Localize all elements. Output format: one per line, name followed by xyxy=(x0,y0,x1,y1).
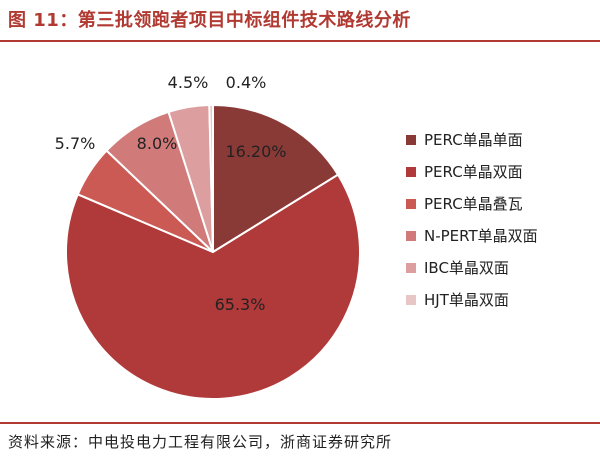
legend-item: N-PERT单晶双面 xyxy=(406,225,538,246)
pie-slice xyxy=(65,173,361,400)
legend-label: PERC单晶双面 xyxy=(424,163,523,181)
source-note: 资料来源：中电投电力工程有限公司，浙商证券研究所 xyxy=(8,433,393,451)
legend-item: PERC单晶单面 xyxy=(406,129,523,150)
pie-slice xyxy=(212,103,340,254)
pie-chart: 16.20% 65.3% 5.7% 8.0% 4.5% 0.4% xyxy=(55,73,361,400)
legend-swatch xyxy=(406,198,416,209)
source-divider xyxy=(0,422,600,424)
legend-swatch xyxy=(406,134,416,145)
legend-swatch xyxy=(406,294,416,305)
slice-label: 65.3% xyxy=(215,295,266,314)
legend-label: HJT单晶双面 xyxy=(424,291,509,309)
slice-label: 8.0% xyxy=(137,134,178,153)
legend-swatch xyxy=(406,262,416,273)
slice-label: 5.7% xyxy=(55,134,96,153)
legend-label: PERC单晶单面 xyxy=(424,131,523,149)
slice-label: 4.5% xyxy=(168,73,209,92)
pie-slice xyxy=(208,103,214,253)
legend-item: PERC单晶双面 xyxy=(406,161,523,182)
legend-item: HJT单晶双面 xyxy=(406,289,509,310)
slice-label: 0.4% xyxy=(226,73,267,92)
legend-label: IBC单晶双面 xyxy=(424,259,509,277)
legend-swatch xyxy=(406,166,416,177)
legend-item: IBC单晶双面 xyxy=(406,257,509,278)
title-divider xyxy=(0,40,600,42)
slice-label: 16.20% xyxy=(225,142,286,161)
legend-swatch xyxy=(406,230,416,241)
legend-label: PERC单晶叠瓦 xyxy=(424,195,523,213)
legend-item: PERC单晶叠瓦 xyxy=(406,193,523,214)
legend-label: N-PERT单晶双面 xyxy=(424,227,538,245)
chart-title: 图 11：第三批领跑者项目中标组件技术路线分析 xyxy=(8,10,411,31)
